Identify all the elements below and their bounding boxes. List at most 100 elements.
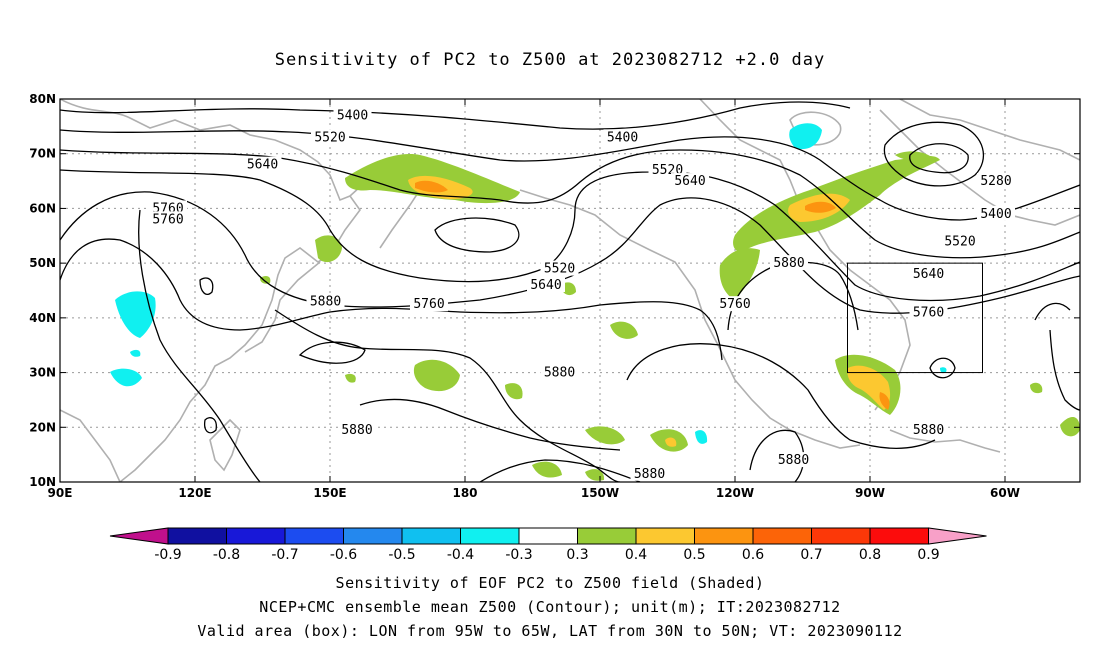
colorbar-label: 0.6 bbox=[742, 547, 764, 563]
contour-label-bg bbox=[909, 266, 948, 282]
latitude-labels: 80N 70N 60N 50N 40N 30N 20N 10N bbox=[29, 92, 56, 489]
lat-label: 50N bbox=[29, 256, 56, 270]
contour-labels: 5400540055205520564056405760576055205640… bbox=[149, 107, 1015, 482]
lat-label: 30N bbox=[29, 366, 56, 380]
lon-label: 90E bbox=[48, 486, 73, 500]
contour-label: 5760 bbox=[152, 212, 183, 227]
contour-label-bg bbox=[540, 260, 579, 276]
colorbar-label: -0.3 bbox=[505, 547, 532, 563]
colorbar-label: -0.4 bbox=[447, 547, 474, 563]
lon-label: 60W bbox=[990, 486, 1020, 500]
colorbar-swatch bbox=[577, 527, 637, 545]
colorbar-label: 0.4 bbox=[625, 547, 647, 563]
contour-label-bg bbox=[311, 129, 349, 145]
colorbar-label: -0.7 bbox=[271, 547, 298, 563]
plot-frame bbox=[59, 98, 1081, 483]
colorbar-swatch bbox=[635, 527, 695, 545]
contour-label-bg bbox=[671, 173, 709, 189]
colorbar-max-arrow bbox=[928, 527, 987, 545]
colorbar-label: -0.5 bbox=[388, 547, 415, 563]
colorbar-label: 0.5 bbox=[683, 547, 705, 563]
colorbar-swatch bbox=[226, 527, 286, 545]
contour-label: 5640 bbox=[247, 158, 278, 173]
colorbar-swatch bbox=[167, 527, 227, 545]
caption-line-3: Valid area (box): LON from 95W to 65W, L… bbox=[197, 622, 903, 640]
contour-label-bg bbox=[941, 233, 979, 249]
colorbar-label: 0.8 bbox=[859, 547, 881, 563]
contour-label: 5760 bbox=[413, 297, 444, 312]
colorbar-swatch bbox=[401, 527, 461, 545]
lat-label: 20N bbox=[29, 420, 56, 434]
colorbar-swatch bbox=[518, 527, 578, 545]
contour-label: 5520 bbox=[314, 130, 345, 145]
colorbar-swatch bbox=[343, 527, 403, 545]
colorbar-label: -0.8 bbox=[213, 547, 240, 563]
contour-label: 5640 bbox=[530, 278, 561, 293]
caption-line-1: Sensitivity of EOF PC2 to Z500 field (Sh… bbox=[335, 574, 765, 592]
contour-label: 5400 bbox=[980, 207, 1011, 222]
contour-label-bg bbox=[909, 422, 948, 438]
contour-label: 5880 bbox=[341, 423, 372, 438]
colorbar-swatch bbox=[752, 527, 812, 545]
contour-label-bg bbox=[527, 277, 565, 293]
lat-label: 70N bbox=[29, 147, 56, 161]
colorbar-swatch bbox=[460, 527, 520, 545]
colorbar-label: 0.3 bbox=[566, 547, 588, 563]
sensitivity-shading bbox=[110, 123, 1080, 481]
colorbar bbox=[109, 527, 987, 545]
contour-label: 5880 bbox=[913, 423, 944, 438]
lat-label: 40N bbox=[29, 311, 56, 325]
lat-label: 10N bbox=[29, 475, 56, 489]
contour-label: 5520 bbox=[944, 234, 975, 249]
contour-label-bg bbox=[774, 452, 813, 468]
lat-label: 80N bbox=[29, 92, 56, 106]
contour-label: 5760 bbox=[719, 297, 750, 312]
colorbar-labels: -0.9 -0.8 -0.7 -0.6 -0.5 -0.4 -0.3 0.3 0.4 0.5 0.6… bbox=[154, 547, 939, 563]
longitude-labels: 90E 120E 150E 180 150W 120W 90W 60W bbox=[48, 486, 1020, 500]
caption-line-2: NCEP+CMC ensemble mean Z500 (Contour); u… bbox=[259, 598, 841, 616]
contour-label-bg bbox=[306, 293, 345, 309]
lon-label: 150W bbox=[581, 486, 619, 500]
colorbar-label: 0.7 bbox=[800, 547, 822, 563]
colorbar-min-arrow bbox=[109, 527, 169, 545]
colorbar-swatch bbox=[869, 527, 929, 545]
contour-label: 5880 bbox=[310, 294, 341, 309]
contour-label: 5760 bbox=[913, 305, 944, 320]
valid-area-box bbox=[847, 262, 983, 374]
contour-label-bg bbox=[603, 129, 642, 145]
lon-label: 120E bbox=[178, 486, 211, 500]
colorbar-swatch bbox=[811, 527, 871, 545]
contour-label-bg bbox=[410, 296, 448, 312]
colorbar-label: 0.9 bbox=[917, 547, 939, 563]
lon-label: 180 bbox=[452, 486, 477, 500]
contour-label-bg bbox=[716, 296, 754, 312]
contour-label-bg bbox=[333, 107, 372, 123]
colorbar-swatch bbox=[694, 527, 754, 545]
contour-label: 5400 bbox=[337, 108, 368, 123]
lat-label: 60N bbox=[29, 201, 56, 215]
contour-label-bg bbox=[338, 422, 376, 438]
axis-ticks bbox=[59, 98, 1080, 483]
contour-label: 5280 bbox=[980, 174, 1011, 189]
contour-label: 5880 bbox=[778, 453, 809, 468]
contour-label-bg bbox=[909, 304, 948, 320]
contour-label: 5400 bbox=[607, 130, 638, 145]
z500-contours bbox=[60, 101, 1080, 482]
colorbar-swatch bbox=[284, 527, 344, 545]
colorbar-label: -0.9 bbox=[154, 547, 181, 563]
contour-label: 5640 bbox=[674, 174, 705, 189]
lon-label: 90W bbox=[855, 486, 885, 500]
contour-label: 5880 bbox=[544, 366, 575, 381]
contour-label: 5520 bbox=[544, 262, 575, 277]
contour-label-bg bbox=[243, 156, 282, 172]
contour-label-bg bbox=[977, 173, 1015, 189]
contour-label: 5880 bbox=[773, 256, 804, 271]
contour-label: 5640 bbox=[913, 267, 944, 282]
contour-label-bg bbox=[977, 205, 1015, 221]
lon-label: 150E bbox=[313, 486, 346, 500]
colorbar-label: -0.6 bbox=[330, 547, 357, 563]
contour-label-bg bbox=[630, 465, 669, 481]
contour-label: 5880 bbox=[634, 467, 665, 482]
lon-label: 120W bbox=[716, 486, 754, 500]
